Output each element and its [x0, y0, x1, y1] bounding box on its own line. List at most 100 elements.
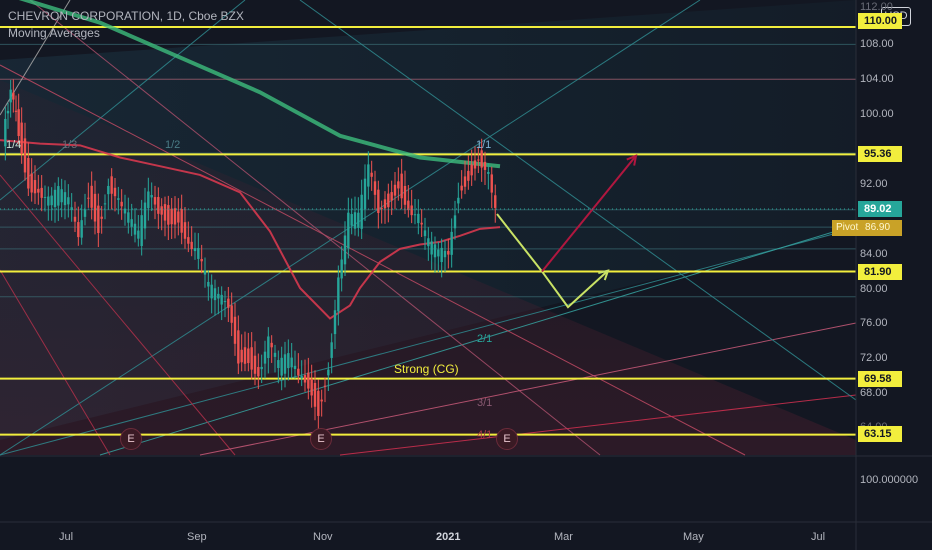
- candle-body: [14, 110, 18, 112]
- candle-body: [57, 186, 60, 206]
- candle-body: [223, 301, 227, 303]
- candle-body: [143, 202, 147, 229]
- candle-body: [90, 185, 93, 208]
- candle-body: [430, 241, 433, 255]
- candle-body: [417, 213, 420, 224]
- candle-body: [460, 185, 463, 191]
- candle-body: [193, 248, 197, 252]
- gann-label-1-2: 1/2: [165, 139, 181, 151]
- price-tick: 72.00: [860, 352, 888, 364]
- projection-arrowhead: [626, 154, 638, 166]
- candle-body: [350, 214, 353, 226]
- gann-label-2-1: 2/1: [477, 333, 493, 345]
- candle-body: [233, 316, 237, 344]
- candle-body: [337, 277, 340, 312]
- candle-body: [107, 185, 110, 195]
- candle-body: [297, 368, 300, 376]
- candle-body: [47, 196, 50, 206]
- candle-body: [123, 208, 127, 214]
- candle-body: [243, 347, 247, 364]
- candle-body: [380, 207, 383, 209]
- candle-body: [37, 188, 40, 193]
- candle-body: [447, 250, 450, 255]
- symbol-title[interactable]: CHEVRON CORPORATION, 1D, Cboe BZX: [8, 9, 244, 23]
- candle-body: [33, 180, 37, 194]
- candle-body: [210, 284, 213, 299]
- candle-body: [247, 348, 250, 364]
- candle-body: [190, 241, 193, 249]
- earnings-marker[interactable]: E: [310, 428, 332, 450]
- candle-body: [73, 216, 77, 222]
- candle-body: [330, 342, 333, 358]
- candle-body: [407, 200, 410, 210]
- time-tick: Nov: [313, 531, 333, 543]
- candle-body: [167, 205, 170, 225]
- candle-body: [240, 349, 243, 363]
- candle-body: [183, 222, 187, 239]
- candle-body: [413, 214, 417, 216]
- gann-label-1-3: 1/3: [62, 139, 78, 151]
- candle-body: [273, 352, 277, 357]
- indicator-label[interactable]: Moving Averages: [8, 26, 100, 40]
- candle-body: [387, 193, 390, 208]
- price-tick: 68.00: [860, 387, 888, 399]
- gann-fan-line: [0, 174, 236, 456]
- candle-body: [133, 223, 137, 235]
- time-tick: Mar: [554, 531, 573, 543]
- candle-body: [230, 305, 233, 323]
- candle-body: [113, 187, 117, 197]
- candle-body: [383, 199, 387, 209]
- level-box-69-58[interactable]: 69.58: [858, 371, 902, 387]
- time-tick: May: [683, 531, 704, 543]
- candle-body: [187, 237, 190, 244]
- earnings-marker[interactable]: E: [120, 428, 142, 450]
- candle-body: [120, 201, 123, 207]
- candle-body: [147, 191, 150, 209]
- candle-body: [333, 310, 337, 335]
- candle-body: [477, 159, 480, 161]
- pivot-label: Pivot 86.90: [832, 220, 902, 236]
- candle-body: [470, 164, 473, 176]
- candle-body: [393, 184, 397, 196]
- candle-body: [170, 208, 173, 225]
- moving-average-short: [0, 139, 501, 320]
- candle-body: [480, 150, 483, 168]
- level-box-95-36[interactable]: 95.36: [858, 146, 902, 162]
- candle-body: [53, 189, 57, 208]
- projection-path: [496, 213, 609, 309]
- candle-body: [277, 360, 280, 369]
- candle-body: [353, 212, 357, 229]
- candle-body: [173, 208, 177, 225]
- candle-body: [270, 342, 273, 348]
- candle-body: [307, 372, 310, 389]
- level-box-110[interactable]: 110.00: [858, 13, 902, 29]
- level-box-63-15[interactable]: 63.15: [858, 426, 902, 442]
- candle-body: [43, 196, 47, 198]
- candle-body: [63, 192, 67, 206]
- candle-body: [357, 212, 360, 228]
- moving-average-long: [18, 0, 501, 169]
- candle-body: [180, 209, 183, 233]
- price-tick: 108.00: [860, 38, 894, 50]
- candle-body: [12, 92, 15, 100]
- candle-body: [80, 220, 83, 238]
- candle-body: [77, 222, 80, 238]
- candle-body: [303, 375, 307, 383]
- candle-body: [437, 249, 440, 257]
- candle-body: [280, 357, 283, 376]
- candle-body: [207, 281, 210, 287]
- candle-body: [453, 215, 457, 229]
- candle-body: [70, 207, 73, 210]
- candle-body: [153, 197, 157, 205]
- candle-body: [17, 109, 20, 136]
- candle-body: [87, 197, 90, 199]
- projection-arrowhead: [598, 269, 610, 281]
- level-box-81-90[interactable]: 81.90: [858, 264, 902, 280]
- candle-body: [443, 250, 447, 258]
- time-tick: Jul: [811, 531, 826, 543]
- earnings-marker[interactable]: E: [496, 428, 518, 450]
- candle-body: [177, 211, 180, 223]
- candle-body: [494, 195, 497, 208]
- price-tick: 76.00: [860, 317, 888, 329]
